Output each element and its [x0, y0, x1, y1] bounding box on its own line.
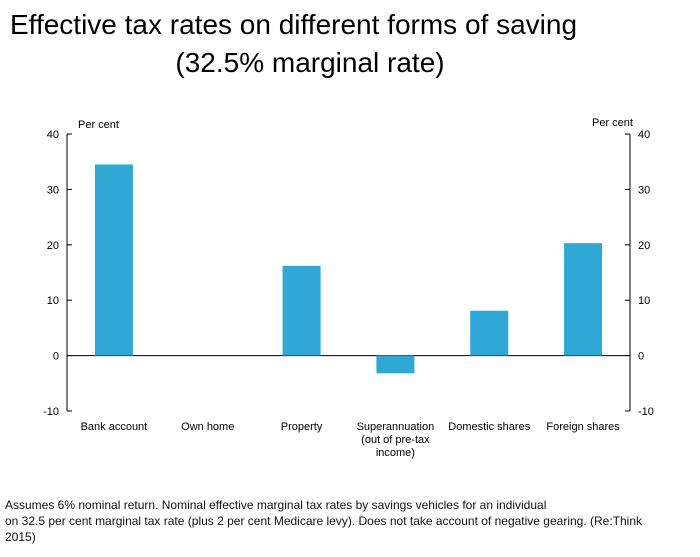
y-tick-label-left: -10: [43, 406, 59, 418]
x-tick-label: Own home: [181, 421, 234, 433]
chart-title: Effective tax rates on different forms o…: [10, 9, 578, 40]
x-tick-label: Bank account: [81, 421, 148, 433]
bar: [470, 310, 509, 356]
bars: [94, 164, 603, 374]
bar: [282, 265, 321, 356]
axes: 40 40 30 30 20 20 10 10 0 0 -10 -10: [43, 129, 654, 418]
y-tick-label-left: 0: [53, 351, 59, 363]
x-tick-label: Domestic shares: [448, 421, 530, 433]
footnote-line-3: 2015): [5, 530, 36, 544]
y-axis-label-right: Per cent: [592, 117, 633, 129]
chart-subtitle: (32.5% marginal rate): [175, 47, 445, 78]
bar: [94, 164, 133, 356]
y-tick-label-right: 0: [638, 351, 644, 363]
x-tick-label: Property: [281, 421, 323, 433]
x-tick-label: Superannuation (out of pre-tax income): [357, 421, 435, 459]
bar-chart: Per cent Per cent 40 40 30 30 20 20 10 10 0 0 -10 -…: [43, 117, 654, 459]
bar: [376, 355, 415, 374]
y-tick-label-left: 10: [47, 295, 59, 307]
y-axis-label-left: Per cent: [78, 119, 119, 131]
x-axis-labels: Bank account Own home Property Superannuati…: [81, 421, 621, 459]
y-tick-label-right: 10: [638, 295, 650, 307]
footnote-line-1: Assumes 6% nominal return. Nominal effec…: [5, 498, 547, 512]
footnote-line-2: on 32.5 per cent marginal tax rate (plus…: [5, 514, 643, 528]
bar: [564, 243, 603, 356]
y-tick-label-right: 40: [638, 129, 650, 141]
y-tick-label-left: 20: [47, 240, 59, 252]
y-tick-label-right: 20: [638, 240, 650, 252]
y-tick-label-right: 30: [638, 184, 650, 196]
y-tick-label-right: -10: [638, 406, 654, 418]
y-tick-label-left: 40: [47, 129, 59, 141]
x-tick-label: Foreign shares: [546, 421, 620, 433]
y-tick-label-left: 30: [47, 184, 59, 196]
